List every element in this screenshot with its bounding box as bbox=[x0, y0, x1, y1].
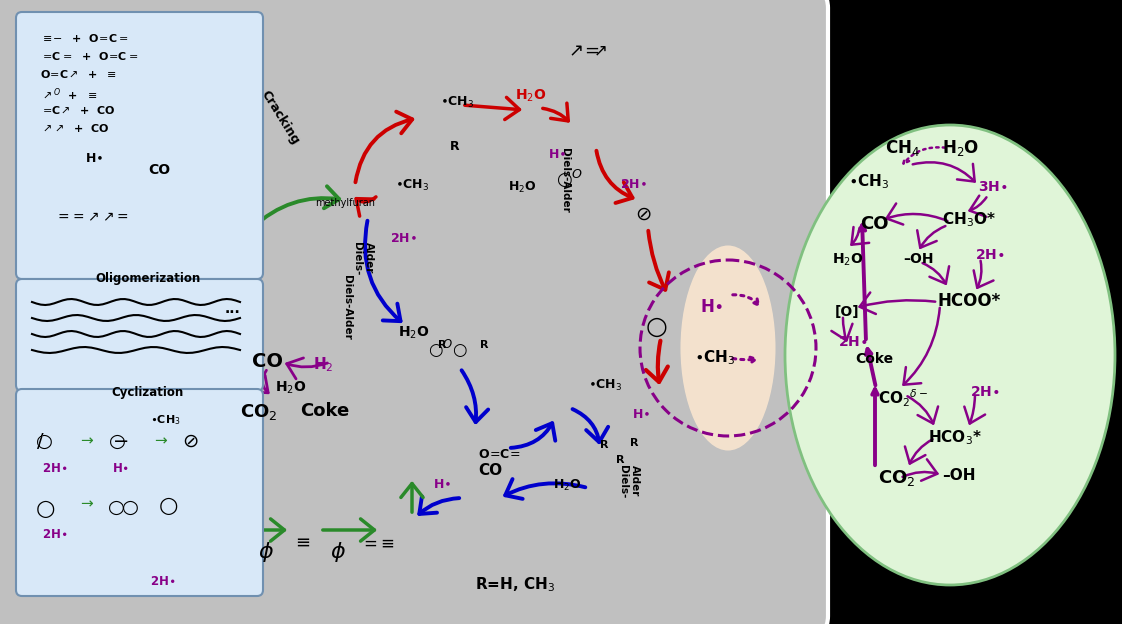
Text: –OH: –OH bbox=[942, 468, 975, 483]
Text: H$_2$: H$_2$ bbox=[313, 355, 333, 374]
Text: $\bigcirc$: $\bigcirc$ bbox=[158, 495, 178, 517]
Text: HCO$_3$*: HCO$_3$* bbox=[928, 428, 982, 447]
Text: 2H$\bullet$: 2H$\bullet$ bbox=[975, 248, 1004, 262]
Text: $\equiv\!\!-$  +  O$\!=\!$C$=$: $\equiv\!\!-$ + O$\!=\!$C$=$ bbox=[40, 32, 129, 44]
Text: O$\!=\!$C$\!=$: O$\!=\!$C$\!=$ bbox=[478, 448, 521, 461]
Text: O$\!=\!$C$\!\nearrow$  +  $\equiv$: O$\!=\!$C$\!\nearrow$ + $\equiv$ bbox=[40, 68, 117, 80]
Text: $\bullet$CH$_3$: $\bullet$CH$_3$ bbox=[848, 172, 890, 191]
Ellipse shape bbox=[681, 245, 775, 451]
Text: CO$_2$: CO$_2$ bbox=[240, 402, 277, 422]
Text: 3H$\bullet$: 3H$\bullet$ bbox=[978, 180, 1008, 194]
Text: R: R bbox=[629, 438, 638, 448]
Text: Diels-: Diels- bbox=[618, 465, 628, 499]
Text: H$\bullet$: H$\bullet$ bbox=[700, 298, 724, 316]
Text: Diels-Alder: Diels-Alder bbox=[342, 275, 352, 339]
Text: R: R bbox=[600, 440, 608, 450]
Text: $\bigcirc\!\!\!\!\!/$: $\bigcirc\!\!\!\!\!/$ bbox=[35, 432, 53, 451]
Text: H$\bullet$: H$\bullet$ bbox=[433, 478, 451, 491]
Text: $\bullet$CH$_3$: $\bullet$CH$_3$ bbox=[440, 95, 475, 110]
Text: Coke: Coke bbox=[300, 402, 349, 420]
Text: $=\!\equiv$: $=\!\equiv$ bbox=[360, 534, 395, 552]
Text: H$\bullet$: H$\bullet$ bbox=[632, 408, 651, 421]
Text: $\nearrow$: $\nearrow$ bbox=[590, 42, 607, 60]
Text: Diels-Alder: Diels-Alder bbox=[560, 148, 570, 213]
Text: ...: ... bbox=[224, 302, 240, 316]
Text: H$_2$O: H$_2$O bbox=[942, 138, 980, 158]
Text: R=H, CH$_3$: R=H, CH$_3$ bbox=[475, 575, 555, 593]
FancyBboxPatch shape bbox=[16, 12, 263, 279]
Text: $\nearrow\!\nearrow$  +  CO: $\nearrow\!\nearrow$ + CO bbox=[40, 122, 109, 134]
Text: Alder: Alder bbox=[629, 465, 640, 496]
Text: 2H$\bullet$: 2H$\bullet$ bbox=[42, 462, 67, 475]
Text: Cracking: Cracking bbox=[258, 88, 302, 147]
Text: $\equiv$: $\equiv$ bbox=[292, 533, 311, 551]
Text: CO: CO bbox=[148, 163, 171, 177]
Text: $=\!$C$\!\nearrow$  +  CO: $=\!$C$\!\nearrow$ + CO bbox=[40, 104, 116, 116]
Text: H$_2$O: H$_2$O bbox=[275, 380, 306, 396]
Text: $\bigcirc^O\!\bigcirc$: $\bigcirc^O\!\bigcirc$ bbox=[427, 338, 469, 360]
Text: [O]: [O] bbox=[835, 305, 859, 319]
Text: H$\bullet$: H$\bullet$ bbox=[112, 462, 129, 475]
Text: $\phi$: $\phi$ bbox=[258, 540, 274, 564]
Text: H$_2$O: H$_2$O bbox=[398, 325, 430, 341]
Text: $\nearrow\!\!=\!$: $\nearrow\!\!=\!$ bbox=[565, 42, 600, 60]
Text: H$_2$O: H$_2$O bbox=[553, 478, 581, 493]
Text: $\phi$: $\phi$ bbox=[330, 540, 346, 564]
Text: H$\bullet$: H$\bullet$ bbox=[548, 148, 567, 161]
Text: $\bigcirc^O$: $\bigcirc^O$ bbox=[557, 168, 583, 189]
Text: H$_2$O: H$_2$O bbox=[508, 180, 536, 195]
Text: 2H$\bullet$: 2H$\bullet$ bbox=[971, 385, 1000, 399]
Text: CH$_4$: CH$_4$ bbox=[885, 138, 920, 158]
Text: R: R bbox=[480, 340, 488, 350]
Text: $\bigcirc\!\!\bigcirc$: $\bigcirc\!\!\bigcirc$ bbox=[107, 498, 139, 517]
Text: CO: CO bbox=[252, 352, 283, 371]
Text: CO: CO bbox=[859, 215, 889, 233]
Text: CH$_3$O*: CH$_3$O* bbox=[942, 210, 996, 229]
Text: $\nearrow^O$  +  $\equiv$: $\nearrow^O$ + $\equiv$ bbox=[40, 86, 98, 102]
Text: CO$_2$$^{\delta-}$: CO$_2$$^{\delta-}$ bbox=[879, 388, 928, 409]
Text: 2H$\bullet$: 2H$\bullet$ bbox=[620, 178, 647, 191]
Ellipse shape bbox=[785, 125, 1115, 585]
Text: $\rightarrow$: $\rightarrow$ bbox=[151, 432, 169, 447]
Text: $\rightarrow$: $\rightarrow$ bbox=[79, 495, 95, 510]
Text: 2H$\bullet$: 2H$\bullet$ bbox=[150, 575, 175, 588]
Text: $\bullet$CH$_3$: $\bullet$CH$_3$ bbox=[695, 348, 736, 367]
Text: $\bullet$CH$_3$: $\bullet$CH$_3$ bbox=[150, 413, 181, 427]
Text: $\bigcirc$: $\bigcirc$ bbox=[35, 498, 55, 520]
FancyBboxPatch shape bbox=[0, 0, 828, 624]
Text: 2H$\bullet$: 2H$\bullet$ bbox=[838, 335, 867, 349]
Text: HCOO*: HCOO* bbox=[938, 292, 1001, 310]
Text: R: R bbox=[438, 340, 447, 350]
Text: –OH: –OH bbox=[903, 252, 934, 266]
Text: $=\!=\!\nearrow\!\nearrow\!=$: $=\!=\!\nearrow\!\nearrow\!=$ bbox=[55, 210, 129, 224]
Text: Diels-: Diels- bbox=[352, 242, 362, 275]
Text: R: R bbox=[616, 455, 625, 465]
FancyBboxPatch shape bbox=[16, 389, 263, 596]
Text: $=\!$C$=$  +  O$\!=\!$C$=$: $=\!$C$=$ + O$\!=\!$C$=$ bbox=[40, 50, 138, 62]
Text: 2H$\bullet$: 2H$\bullet$ bbox=[390, 232, 417, 245]
Text: $\oslash$: $\oslash$ bbox=[635, 205, 652, 224]
Text: 2H$\bullet$: 2H$\bullet$ bbox=[42, 528, 67, 541]
FancyBboxPatch shape bbox=[16, 279, 263, 391]
Text: H$\bullet$: H$\bullet$ bbox=[85, 152, 103, 165]
Text: methylfuran: methylfuran bbox=[315, 198, 375, 208]
Text: $\bigcirc$: $\bigcirc$ bbox=[645, 315, 668, 339]
Text: $\bullet$CH$_3$: $\bullet$CH$_3$ bbox=[588, 378, 623, 393]
Text: $\oslash$: $\oslash$ bbox=[182, 432, 199, 451]
Text: H$_2$O: H$_2$O bbox=[833, 252, 864, 268]
Text: $\rightarrow$: $\rightarrow$ bbox=[79, 432, 95, 447]
Text: Coke: Coke bbox=[855, 352, 893, 366]
Text: CO: CO bbox=[478, 463, 503, 478]
Text: $\bigcirc\!\!\!\!\!-$: $\bigcirc\!\!\!\!\!-$ bbox=[108, 432, 129, 451]
Text: H$_2$O: H$_2$O bbox=[515, 88, 546, 104]
Text: Alder: Alder bbox=[364, 242, 374, 273]
Text: R: R bbox=[450, 140, 460, 153]
Text: CO$_2$: CO$_2$ bbox=[879, 468, 916, 488]
Text: Cyclization: Cyclization bbox=[112, 386, 184, 399]
Text: Oligomerization: Oligomerization bbox=[95, 272, 201, 285]
Text: $\bullet$CH$_3$: $\bullet$CH$_3$ bbox=[395, 178, 430, 193]
